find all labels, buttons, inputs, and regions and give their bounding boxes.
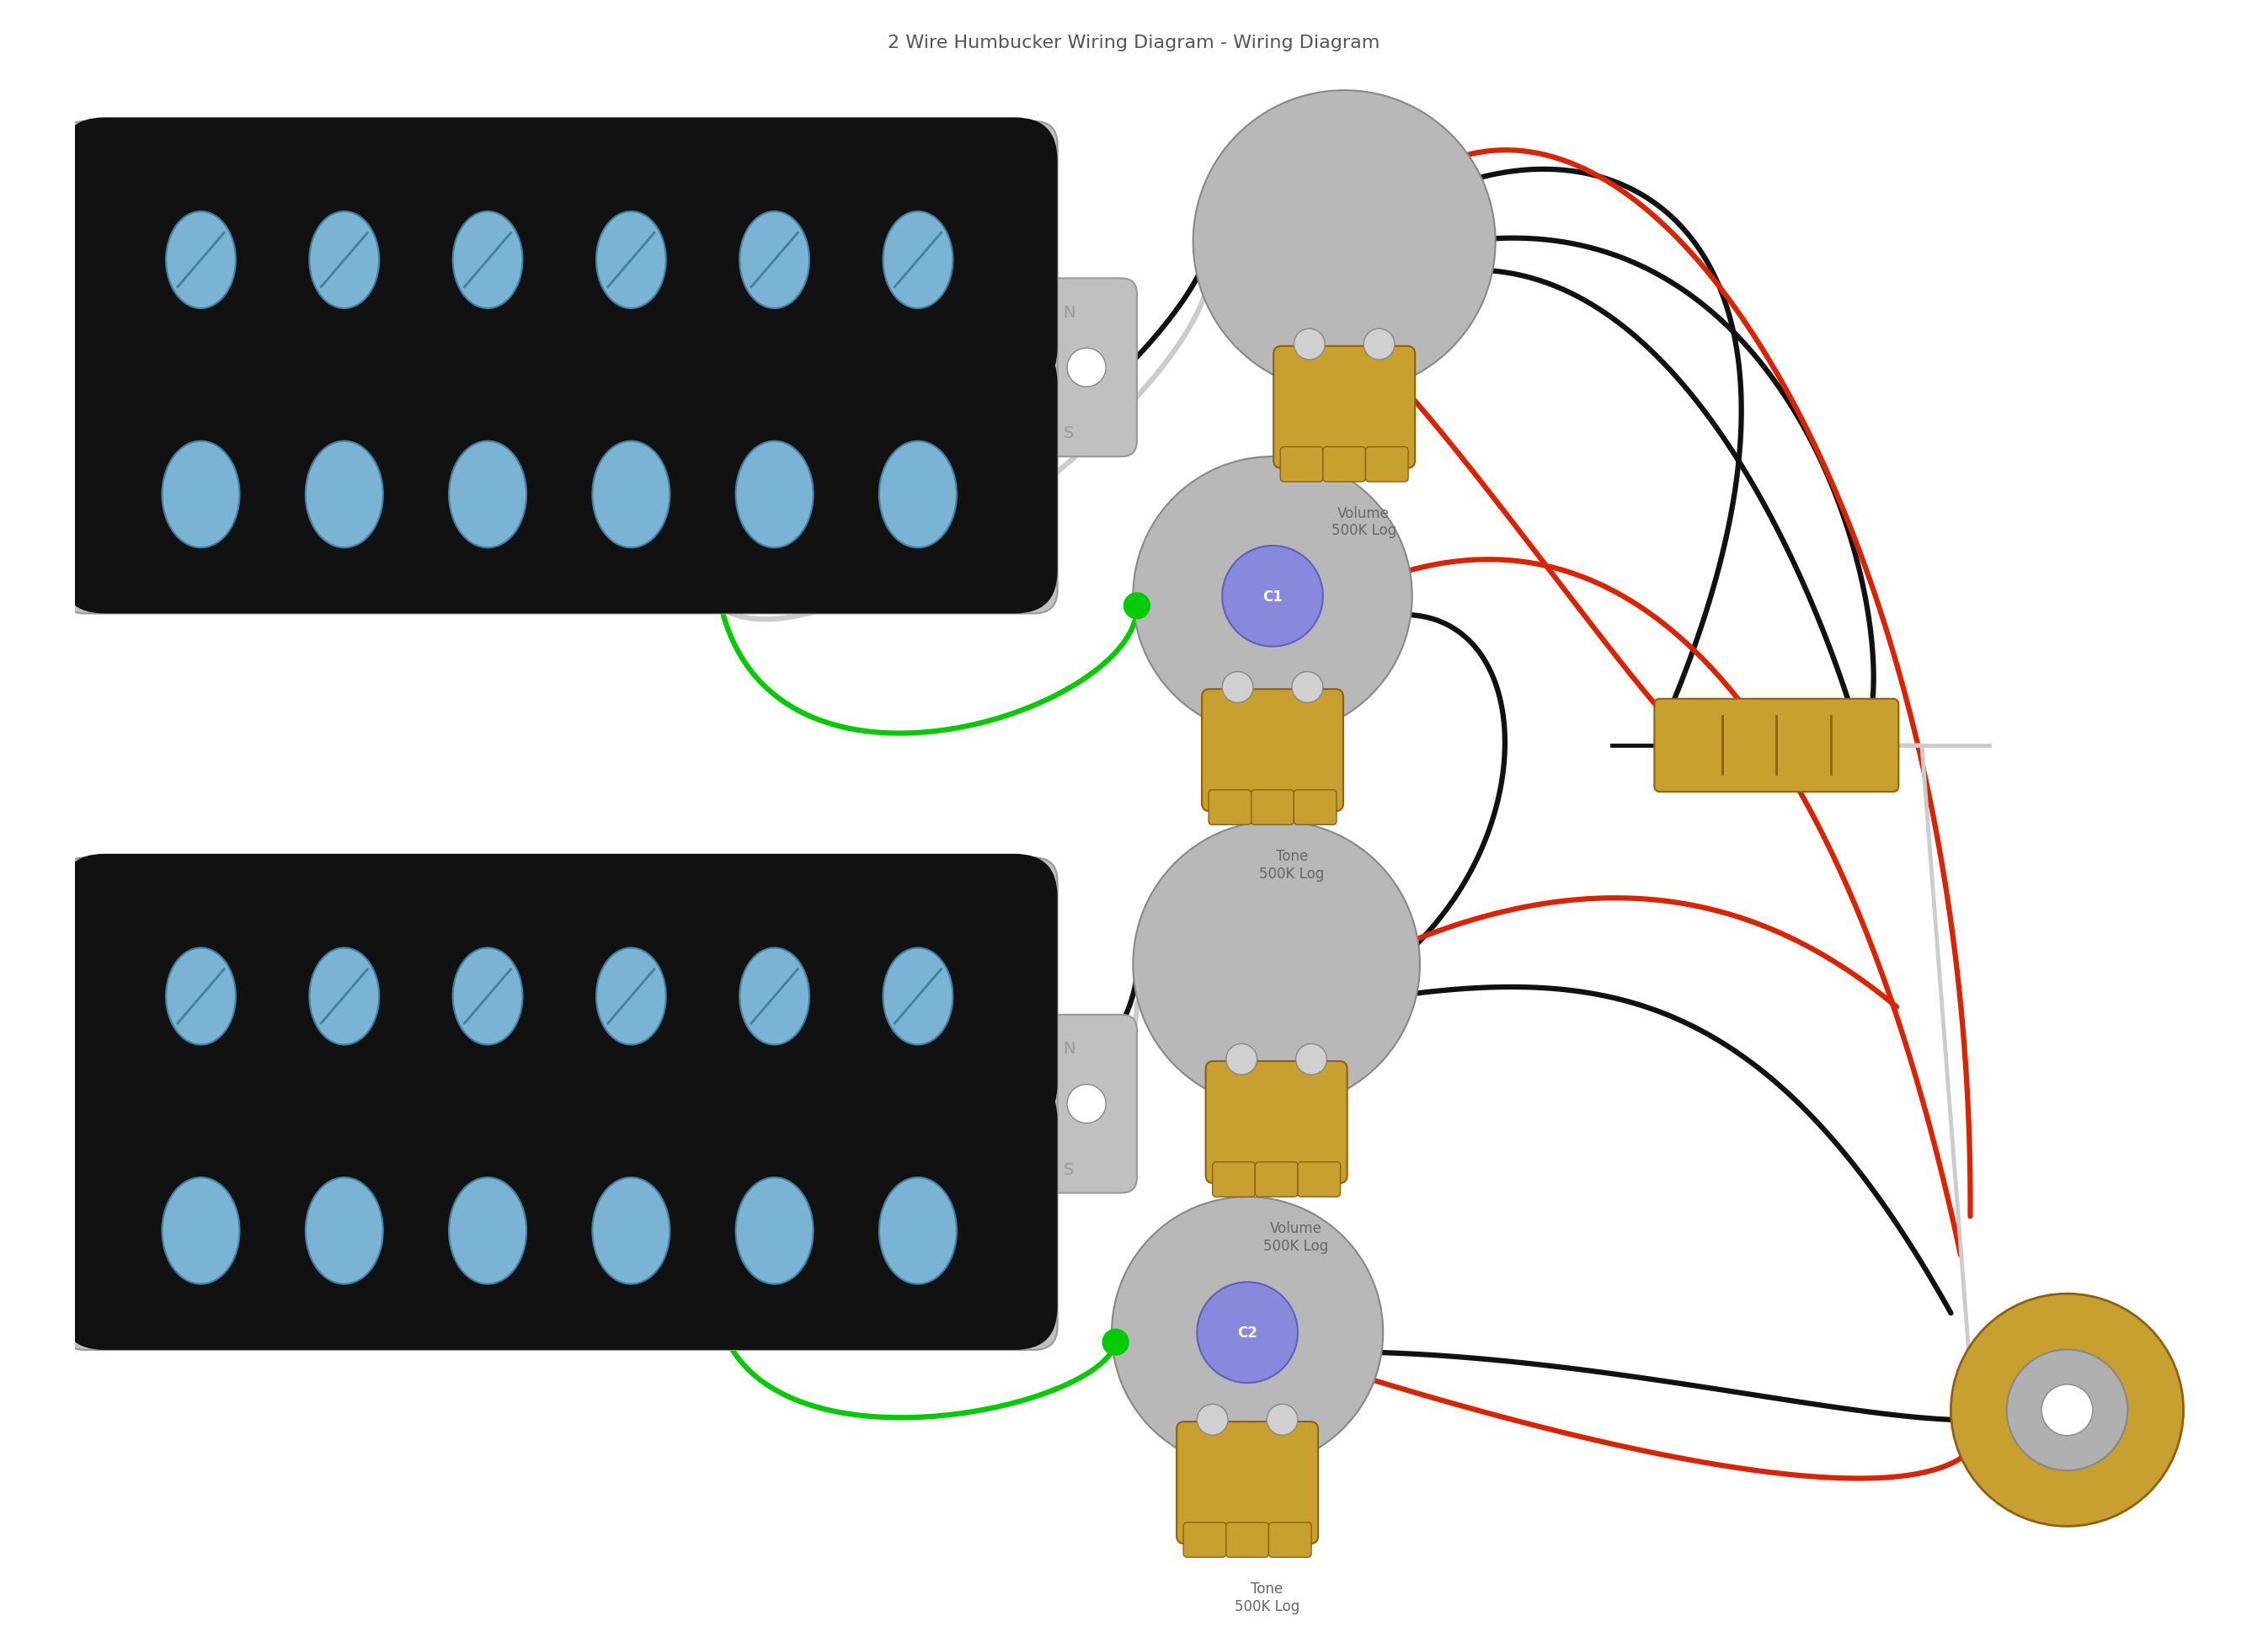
FancyBboxPatch shape [61,857,1057,1350]
Circle shape [1198,1282,1297,1383]
Ellipse shape [308,949,379,1045]
Text: Volume
500K Log: Volume 500K Log [1263,1220,1329,1253]
Circle shape [1295,1045,1327,1075]
FancyBboxPatch shape [1322,447,1365,482]
Circle shape [1293,329,1325,360]
Text: Tone
500K Log: Tone 500K Log [1259,848,1325,882]
Circle shape [1363,329,1395,360]
FancyBboxPatch shape [1227,1523,1268,1557]
Circle shape [1123,592,1150,620]
Ellipse shape [449,441,526,548]
FancyBboxPatch shape [1252,791,1293,825]
Circle shape [1134,822,1420,1108]
Circle shape [1068,348,1107,387]
Text: Tone
500K Log: Tone 500K Log [1234,1580,1300,1614]
Ellipse shape [449,1178,526,1284]
Ellipse shape [592,441,669,548]
FancyBboxPatch shape [1177,1422,1318,1544]
Ellipse shape [161,441,240,548]
FancyBboxPatch shape [61,854,1057,1128]
Circle shape [1134,457,1413,735]
Text: N: N [1064,304,1075,321]
Circle shape [1222,547,1322,648]
Circle shape [14,348,52,387]
Ellipse shape [882,212,953,309]
Ellipse shape [454,949,522,1045]
FancyBboxPatch shape [61,119,1057,390]
Ellipse shape [735,1178,814,1284]
FancyBboxPatch shape [1281,447,1322,482]
FancyBboxPatch shape [1653,700,1898,792]
FancyBboxPatch shape [1213,1162,1254,1197]
FancyBboxPatch shape [61,122,1057,613]
FancyBboxPatch shape [1293,791,1336,825]
Ellipse shape [739,949,810,1045]
Ellipse shape [306,1178,383,1284]
Ellipse shape [880,441,957,548]
Ellipse shape [161,1178,240,1284]
Text: S: S [1064,1162,1073,1178]
Circle shape [1227,1045,1256,1075]
FancyBboxPatch shape [1209,791,1252,825]
Circle shape [1293,672,1322,703]
FancyBboxPatch shape [1000,278,1136,457]
FancyBboxPatch shape [1207,1061,1347,1183]
Ellipse shape [166,212,236,309]
FancyBboxPatch shape [61,1077,1057,1350]
Text: N: N [1064,1040,1075,1056]
Text: C1: C1 [1263,589,1284,604]
FancyBboxPatch shape [1000,1015,1136,1193]
Ellipse shape [739,212,810,309]
Circle shape [1222,672,1254,703]
Circle shape [381,552,408,579]
Ellipse shape [308,212,379,309]
Circle shape [1068,1085,1107,1123]
Text: 2 Wire Humbucker Wiring Diagram - Wiring Diagram: 2 Wire Humbucker Wiring Diagram - Wiring… [889,34,1379,52]
Circle shape [381,1289,408,1315]
FancyBboxPatch shape [61,342,1057,613]
Text: C2: C2 [1238,1324,1256,1341]
Ellipse shape [735,441,814,548]
Circle shape [1198,1404,1227,1435]
FancyBboxPatch shape [1202,690,1343,812]
FancyBboxPatch shape [0,1015,120,1193]
Circle shape [1268,1404,1297,1435]
Circle shape [1102,1329,1129,1355]
Ellipse shape [880,1178,957,1284]
FancyBboxPatch shape [0,278,120,457]
FancyBboxPatch shape [1275,347,1415,469]
Circle shape [1950,1293,2184,1526]
Text: Volume
500K Log: Volume 500K Log [1331,506,1397,539]
Ellipse shape [166,949,236,1045]
Ellipse shape [596,949,667,1045]
FancyBboxPatch shape [1184,1523,1227,1557]
Ellipse shape [882,949,953,1045]
Circle shape [2007,1350,2127,1471]
Circle shape [14,1085,52,1123]
Text: S: S [1064,425,1073,441]
FancyBboxPatch shape [1254,1162,1297,1197]
Ellipse shape [306,441,383,548]
Circle shape [1193,91,1495,394]
Ellipse shape [596,212,667,309]
Circle shape [1111,1197,1383,1468]
Ellipse shape [592,1178,669,1284]
FancyBboxPatch shape [1297,1162,1340,1197]
FancyBboxPatch shape [1268,1523,1311,1557]
Ellipse shape [454,212,522,309]
Circle shape [2041,1385,2093,1435]
FancyBboxPatch shape [1365,447,1408,482]
